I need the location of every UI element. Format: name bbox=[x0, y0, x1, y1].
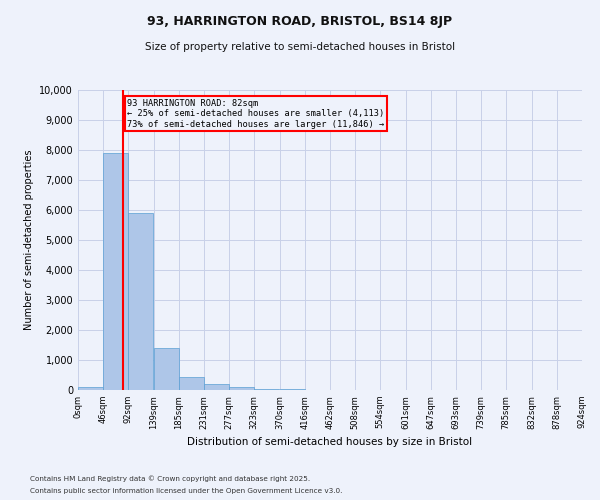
Y-axis label: Number of semi-detached properties: Number of semi-detached properties bbox=[24, 150, 34, 330]
Text: Size of property relative to semi-detached houses in Bristol: Size of property relative to semi-detach… bbox=[145, 42, 455, 52]
Bar bbox=[179, 376, 204, 390]
Bar bbox=[154, 348, 179, 390]
Bar bbox=[78, 387, 103, 390]
Text: 93 HARRINGTON ROAD: 82sqm
← 25% of semi-detached houses are smaller (4,113)
73% : 93 HARRINGTON ROAD: 82sqm ← 25% of semi-… bbox=[127, 99, 385, 129]
Bar bbox=[254, 388, 279, 390]
X-axis label: Distribution of semi-detached houses by size in Bristol: Distribution of semi-detached houses by … bbox=[187, 437, 473, 447]
Bar bbox=[204, 384, 229, 390]
Bar bbox=[128, 213, 153, 390]
Bar bbox=[229, 387, 254, 390]
Text: 93, HARRINGTON ROAD, BRISTOL, BS14 8JP: 93, HARRINGTON ROAD, BRISTOL, BS14 8JP bbox=[148, 15, 452, 28]
Text: Contains HM Land Registry data © Crown copyright and database right 2025.: Contains HM Land Registry data © Crown c… bbox=[30, 476, 310, 482]
Bar bbox=[103, 153, 128, 390]
Text: Contains public sector information licensed under the Open Government Licence v3: Contains public sector information licen… bbox=[30, 488, 343, 494]
